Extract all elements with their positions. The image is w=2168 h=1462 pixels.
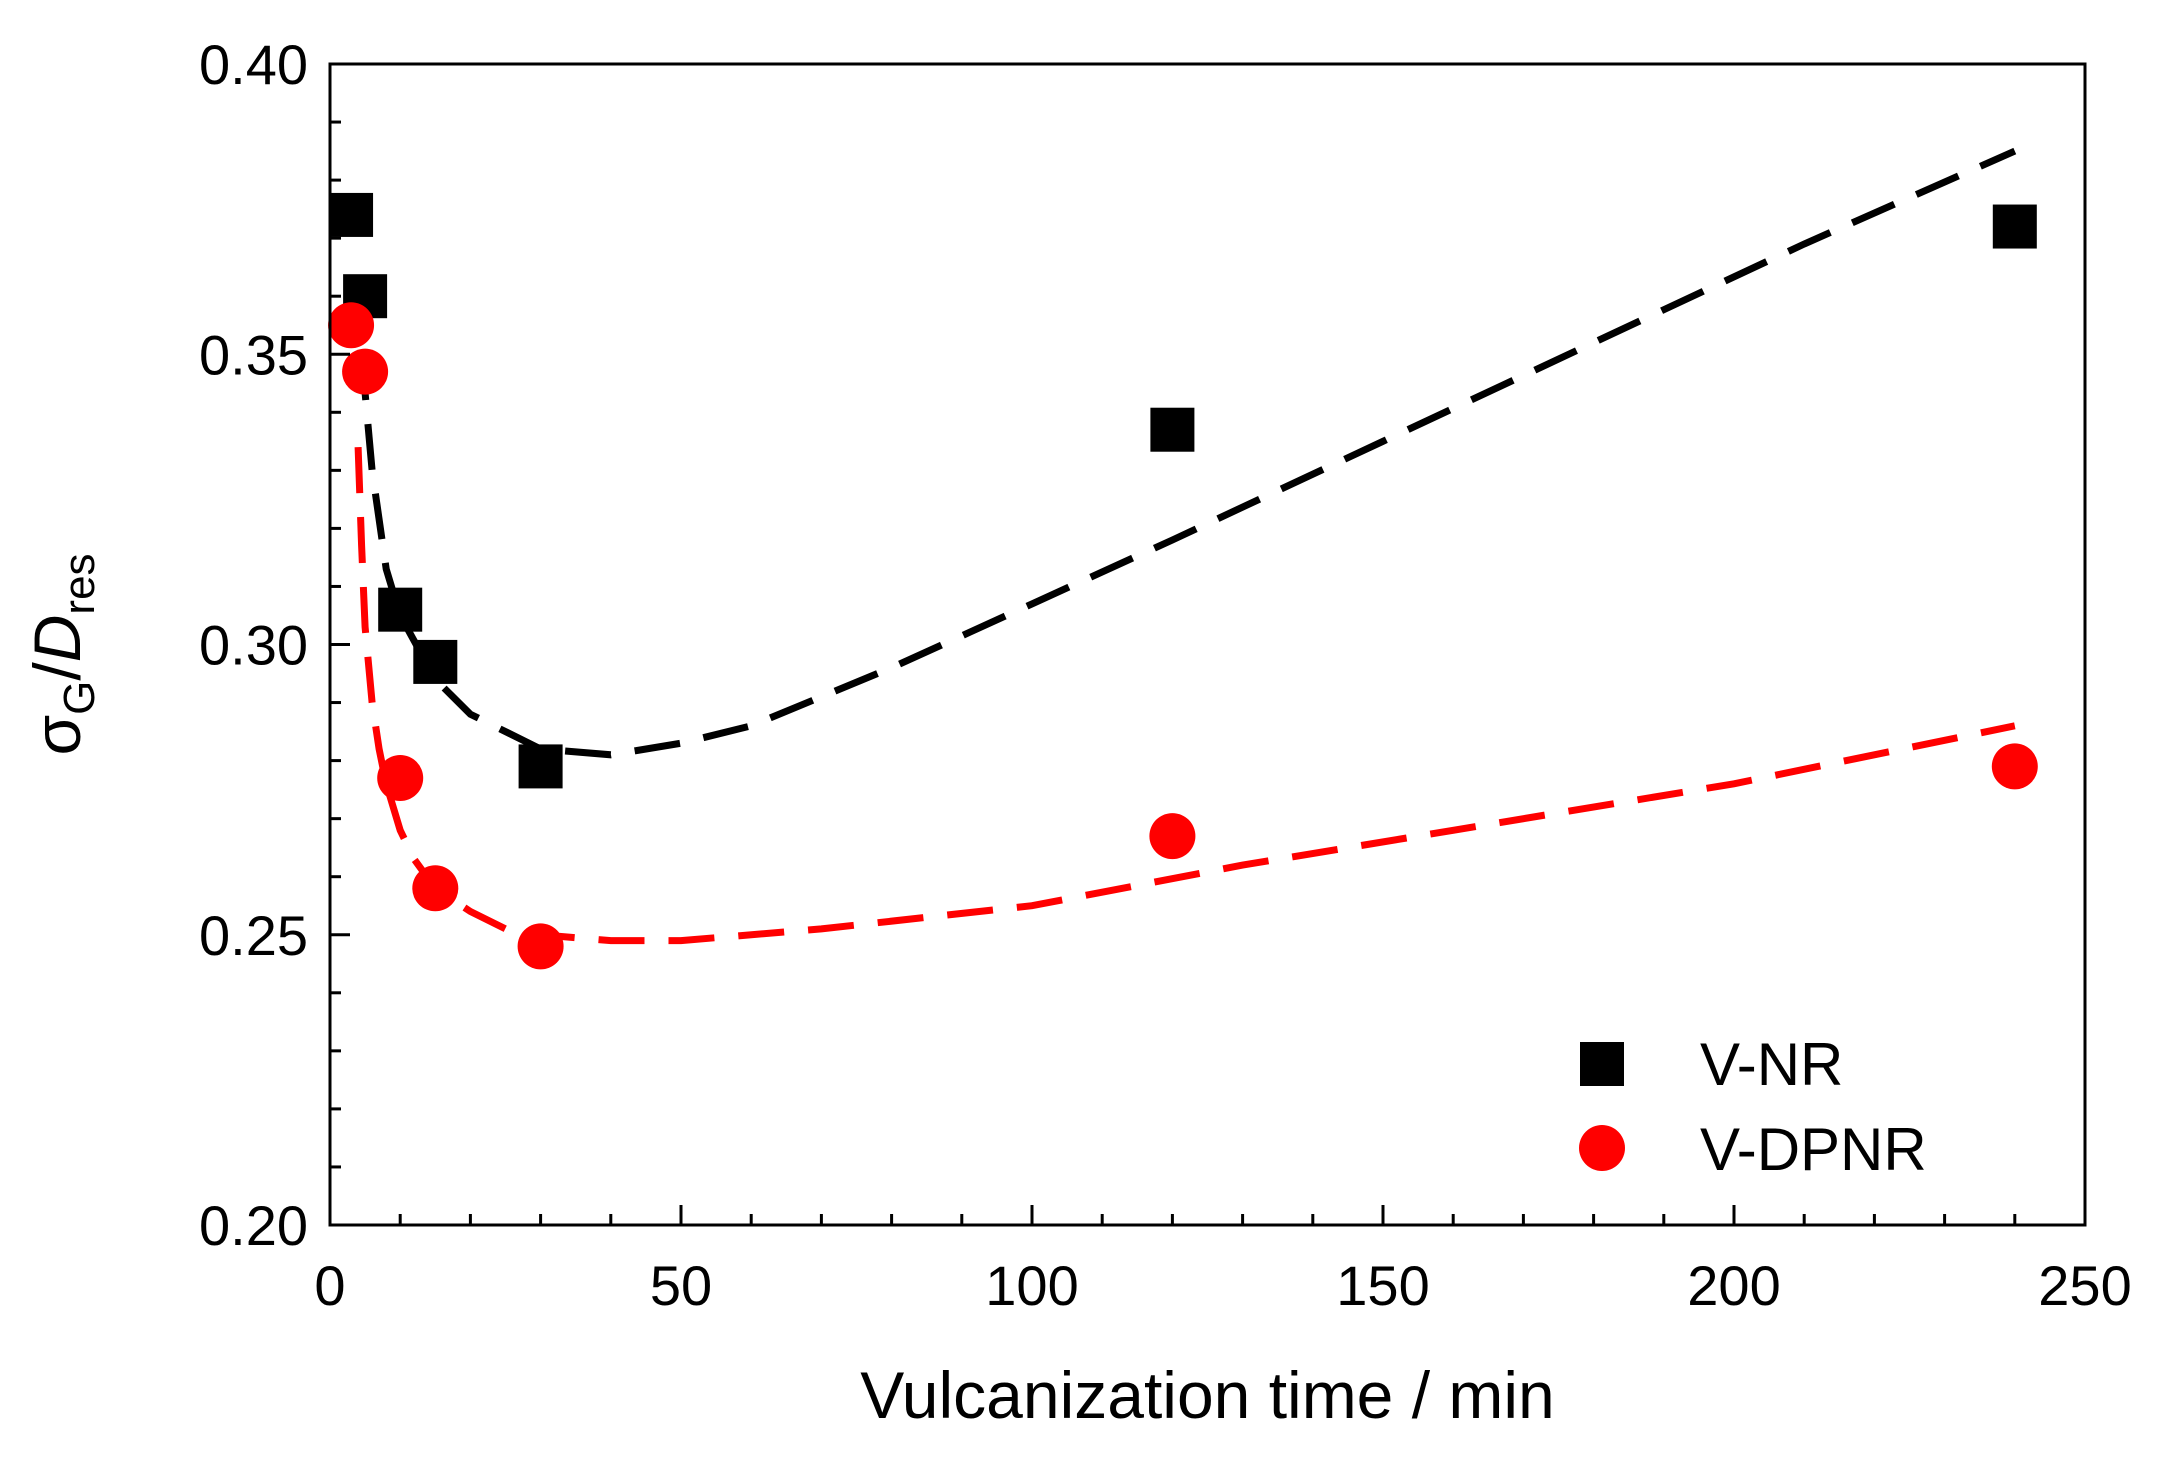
data-point-v-dpnr (412, 865, 459, 912)
data-point-v-nr (413, 639, 458, 684)
y-axis-title-slash: / (20, 662, 94, 681)
data-point-v-dpnr (328, 302, 375, 349)
y-axis-title-sub-g: G (55, 681, 104, 715)
data-point-v-nr (1992, 204, 2037, 249)
x-tick-label: 250 (2038, 1254, 2131, 1317)
fit-line-v-nr (358, 147, 2017, 759)
x-axis-title: Vulcanization time / min (860, 1358, 1555, 1432)
data-point-v-dpnr (1991, 743, 2038, 790)
data-point-v-nr (1150, 407, 1195, 452)
data-point-v-nr (378, 587, 423, 632)
data-point-v-dpnr (1149, 813, 1196, 860)
x-tick-label: 0 (314, 1254, 345, 1317)
axis-ticks: 0 50 100 150 200 250 0.20 0.25 0.30 0.35 0.40 (199, 33, 2132, 1317)
data-point-v-nr (518, 744, 563, 789)
legend-label-v-dpnr: V-DPNR (1700, 1116, 1927, 1183)
y-axis-title-sigma: σ (20, 715, 94, 756)
data-point-v-dpnr (377, 755, 424, 802)
data-point-v-dpnr (342, 348, 389, 395)
legend-label-v-nr: V-NR (1700, 1031, 1843, 1098)
legend-marker-v-nr (1580, 1042, 1624, 1086)
x-tick-label: 50 (650, 1254, 712, 1317)
y-tick-label: 0.20 (199, 1194, 308, 1257)
x-tick-label: 100 (985, 1254, 1078, 1317)
data-markers (328, 192, 2038, 970)
y-tick-label: 0.30 (199, 614, 308, 677)
x-tick-label: 200 (1687, 1254, 1780, 1317)
y-tick-label: 0.35 (199, 323, 308, 386)
x-tick-label: 150 (1336, 1254, 1429, 1317)
data-point-v-dpnr (517, 923, 564, 970)
legend: V-NR V-DPNR (1579, 1031, 1927, 1183)
y-tick-label: 0.25 (199, 904, 308, 967)
y-axis-title: σG/Dres (20, 553, 104, 755)
y-tick-label: 0.40 (199, 33, 308, 96)
data-point-v-nr (329, 192, 374, 237)
fit-line-v-dpnr (354, 446, 2016, 945)
y-axis-title-d: D (20, 615, 94, 663)
legend-marker-v-dpnr (1579, 1125, 1625, 1171)
y-axis-title-sub-res: res (55, 553, 104, 614)
